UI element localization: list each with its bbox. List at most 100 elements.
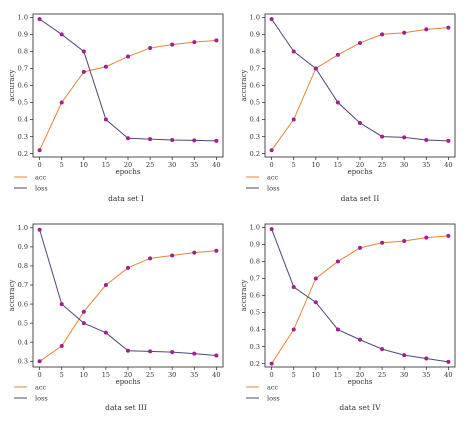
x-tick-label: 10: [80, 371, 88, 379]
y-tick-label: 0.3: [18, 357, 28, 365]
y-tick-label: 0.6: [250, 82, 260, 90]
data-point-loss: [81, 321, 86, 326]
data-point-acc: [37, 359, 42, 364]
data-point-loss: [446, 138, 451, 143]
y-tick-label: 0.7: [250, 65, 260, 73]
x-tick-label: 10: [80, 161, 88, 169]
data-point-acc: [59, 100, 64, 105]
data-point-acc: [81, 309, 86, 314]
data-point-loss: [291, 284, 296, 289]
x-tick-label: 15: [334, 371, 342, 379]
plot-frame: [264, 13, 456, 158]
x-tick-label: 20: [124, 161, 132, 169]
y-axis-title: accuracy: [240, 279, 248, 311]
y-tick-label: 0.8: [250, 258, 260, 266]
x-tick-label: 35: [422, 371, 430, 379]
y-tick-label: 0.7: [18, 65, 28, 73]
panel-caption: data set III: [105, 403, 147, 412]
y-tick-label: 0.4: [250, 116, 260, 124]
y-tick-label: 0.3: [250, 343, 260, 351]
chart-panel-2: 0.2 0.3 0.4 0.5 0.6 0.7 0.8 0.9 1.0 0 5 10 15 20 25 30 3…: [240, 13, 456, 203]
y-tick-label: 0.7: [250, 275, 260, 283]
chart-panel-3: 0.3 0.4 0.5 0.6 0.7 0.8 0.9 1.0 0 5 10 15 20 25 30 35 40…: [8, 223, 224, 412]
data-point-loss: [170, 350, 175, 355]
legend-label-acc: acc: [35, 383, 47, 391]
data-point-acc: [380, 240, 385, 245]
data-point-loss: [126, 136, 130, 141]
data-point-acc: [103, 283, 108, 288]
panel-caption: data set I: [108, 194, 144, 203]
data-point-loss: [59, 302, 64, 307]
x-tick-label: 15: [334, 161, 342, 169]
data-point-acc: [402, 30, 407, 35]
y-tick-label: 0.9: [18, 243, 28, 251]
data-point-loss: [358, 337, 362, 342]
x-tick-label: 30: [168, 371, 176, 379]
data-point-loss: [335, 327, 340, 332]
data-point-acc: [424, 27, 429, 32]
data-point-loss: [192, 138, 197, 143]
x-tick-label: 0: [270, 371, 274, 379]
legend-label-loss: loss: [35, 394, 48, 402]
data-point-acc: [170, 253, 175, 258]
y-tick-label: 1.0: [18, 224, 28, 232]
x-tick-label: 5: [292, 161, 296, 169]
data-point-acc: [269, 148, 274, 153]
series-line-acc: [271, 27, 449, 151]
y-tick-label: 0.2: [250, 150, 260, 158]
y-tick-label: 0.3: [18, 133, 28, 141]
x-tick-label: 20: [356, 371, 364, 379]
data-point-loss: [335, 100, 340, 105]
y-tick-label: 0.5: [18, 319, 28, 327]
x-axis-title: epochs: [116, 168, 141, 176]
data-point-acc: [358, 40, 362, 45]
x-tick-label: 40: [444, 371, 452, 379]
data-point-acc: [148, 46, 153, 51]
y-tick-label: 0.7: [18, 281, 28, 289]
x-tick-label: 5: [60, 371, 64, 379]
x-tick-label: 15: [102, 371, 110, 379]
data-point-loss: [269, 17, 274, 22]
data-point-acc: [291, 327, 296, 332]
data-point-loss: [402, 135, 407, 140]
data-point-loss: [380, 347, 385, 352]
data-point-loss: [81, 49, 86, 54]
data-point-acc: [358, 245, 362, 250]
x-tick-label: 0: [270, 161, 274, 169]
data-point-loss: [103, 117, 108, 122]
x-tick-label: 25: [146, 371, 154, 379]
legend-label-loss: loss: [35, 184, 48, 192]
y-tick-label: 0.8: [18, 262, 28, 270]
data-point-acc: [446, 25, 451, 30]
data-point-loss: [214, 138, 219, 143]
legend: acc loss: [14, 173, 48, 192]
data-point-acc: [335, 259, 340, 264]
y-tick-label: 0.5: [18, 99, 28, 107]
x-tick-label: 25: [378, 161, 386, 169]
data-point-acc: [192, 40, 197, 45]
legend: acc loss: [246, 383, 280, 402]
legend-label-acc: acc: [267, 173, 279, 181]
panel-caption: data set II: [341, 194, 380, 203]
x-axis-title: epochs: [348, 168, 373, 176]
y-tick-label: 0.5: [250, 99, 260, 107]
data-point-loss: [269, 227, 274, 232]
legend-label-acc: acc: [35, 173, 47, 181]
data-point-acc: [59, 344, 64, 349]
legend-label-loss: loss: [267, 394, 280, 402]
x-tick-label: 35: [422, 161, 430, 169]
y-tick-label: 1.0: [18, 14, 28, 22]
data-point-acc: [126, 54, 130, 59]
series-line-loss: [39, 18, 217, 142]
y-tick-label: 0.8: [18, 48, 28, 56]
series-line-acc: [271, 235, 449, 364]
plot-frame: [264, 223, 456, 368]
data-point-acc: [148, 256, 153, 261]
x-tick-label: 0: [38, 161, 42, 169]
data-point-acc: [37, 148, 42, 153]
x-axis-title: epochs: [116, 378, 141, 386]
chart-panel-4: 0.2 0.3 0.4 0.5 0.6 0.7 0.8 0.9 1.0 0 5 10 15 20 25 30 3…: [240, 223, 456, 412]
data-point-acc: [402, 239, 407, 244]
y-tick-label: 1.0: [250, 14, 260, 22]
